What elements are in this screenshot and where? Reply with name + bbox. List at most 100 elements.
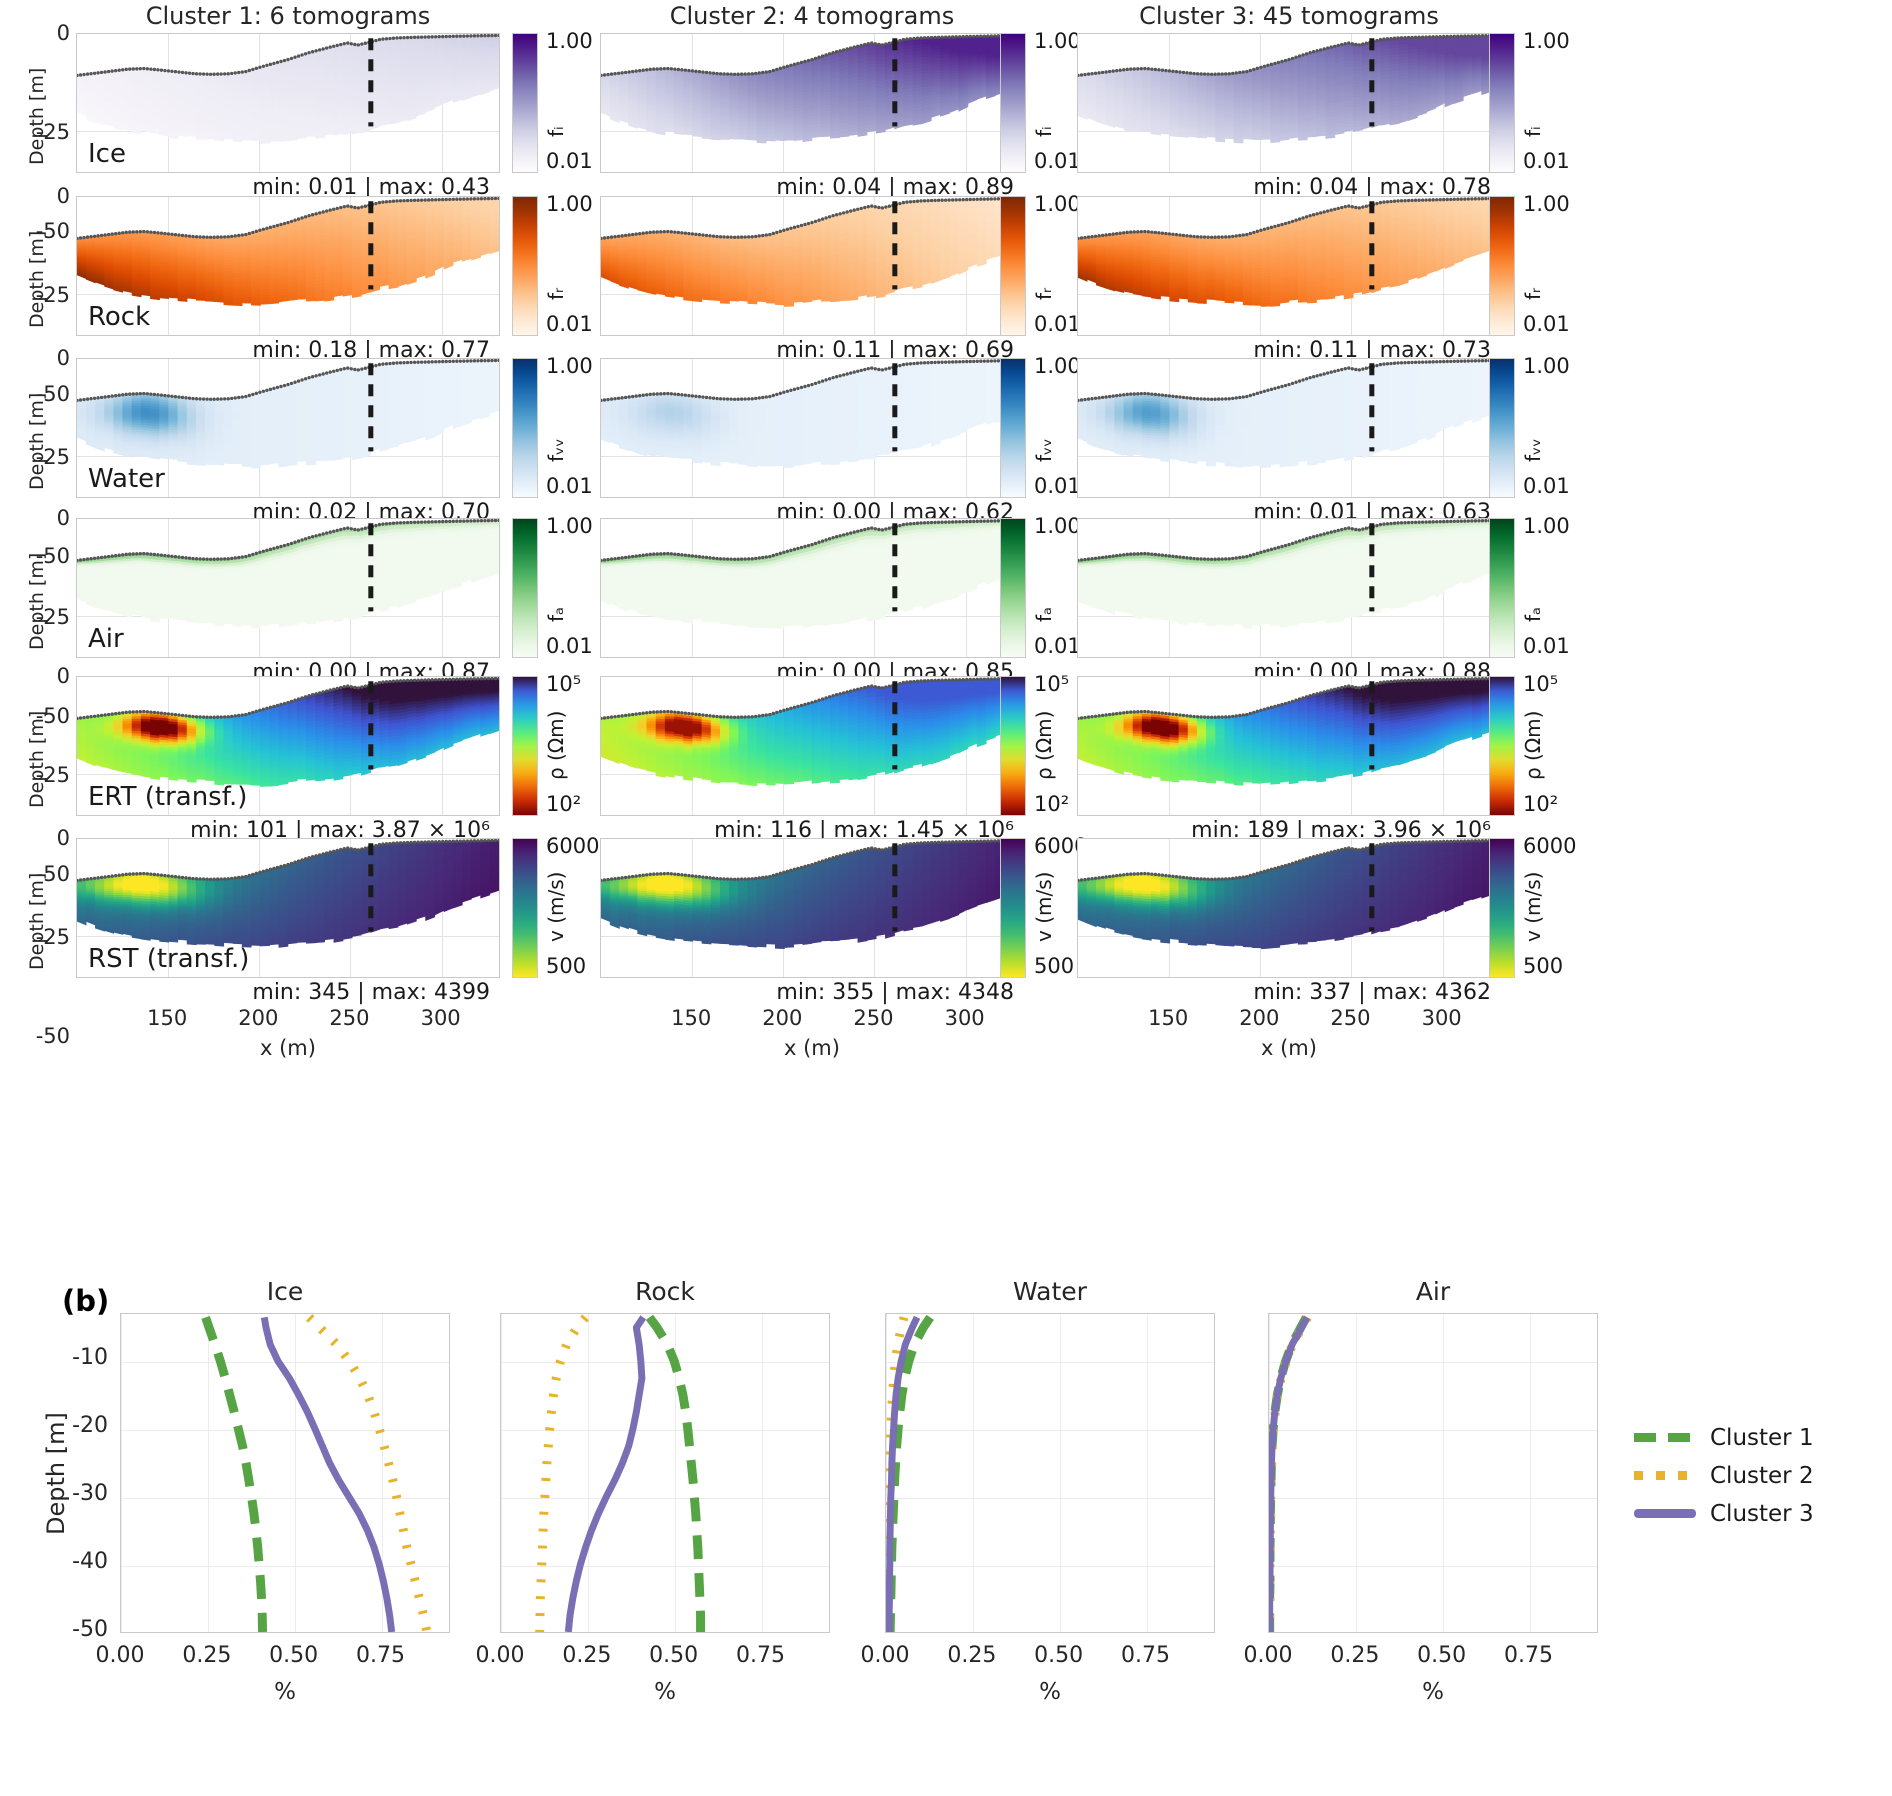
gridline-v	[886, 1314, 887, 1632]
tomogram-image	[601, 677, 1023, 815]
colorbar-min-label-r6c1: 500	[546, 954, 586, 978]
x-tick-1-col1: 200	[218, 1006, 298, 1030]
colorbar-min-label-r4c1: 0.01	[546, 634, 593, 658]
colorbar-r6c1	[512, 838, 538, 978]
panel-b-x-tick-1-sub1: 0.25	[159, 1643, 255, 1668]
colorbar-max-label-r5c3: 10⁵	[1523, 672, 1558, 696]
colorbar-axis-label-r6c3: v (m/s)	[1521, 872, 1545, 942]
tomogram-axes-r1c1	[76, 33, 500, 173]
panel-b-x-axis-label-sub1: %	[120, 1679, 450, 1705]
gridline-v	[761, 1314, 763, 1632]
profile-axes-1	[120, 1313, 450, 1633]
gridline-v	[121, 1314, 122, 1632]
legend-item-3[interactable]: Cluster 3	[1634, 1495, 1814, 1533]
subplot-title-3: Water	[885, 1277, 1215, 1306]
y-tick-0-row6: 0	[14, 826, 70, 850]
colorbar-min-label-r3c3: 0.01	[1523, 474, 1570, 498]
colorbar-max-label-r6c3: 6000	[1523, 834, 1576, 858]
gridline-v	[1146, 1314, 1148, 1632]
y-tick-1-row5: -25	[14, 763, 70, 787]
tomogram-image	[1078, 197, 1500, 335]
tomogram-axes-r3c2	[600, 358, 1024, 498]
row-label-2: Rock	[88, 302, 150, 1238]
borehole-marker	[368, 201, 374, 290]
legend-item-2[interactable]: Cluster 2	[1634, 1457, 1814, 1495]
profile-axes-2	[500, 1313, 830, 1633]
minmax-label-r6c1: min: 345 | max: 4399	[76, 980, 490, 1236]
panel-b-x-tick-3-sub4: 0.75	[1481, 1643, 1577, 1668]
tomogram-image	[1078, 359, 1500, 497]
tomogram-axes-r6c3	[1077, 838, 1501, 978]
tomogram-image	[77, 34, 499, 172]
tomogram-axes-r5c3	[1077, 676, 1501, 816]
subplot-title-2: Rock	[500, 1277, 830, 1306]
x-tick-1-col3: 200	[1219, 1006, 1299, 1030]
colorbar-axis-label-r3c3: fᵥᵥ	[1521, 438, 1545, 462]
tomogram-axes-r6c2	[600, 838, 1024, 978]
gridline-h	[121, 1361, 449, 1363]
colorbar-min-label-r6c3: 500	[1523, 954, 1563, 978]
borehole-marker	[368, 38, 374, 127]
tomogram-axes-r2c2	[600, 196, 1024, 336]
profile-axes-4	[1268, 1313, 1598, 1633]
y-tick-2-row2: -50	[14, 382, 70, 406]
y-tick-0-row3: 0	[14, 346, 70, 370]
panel-b-y-tick-4: -50	[30, 1617, 108, 1642]
gridline-h	[121, 1497, 449, 1499]
colorbar-axis-label-r3c1: fᵥᵥ	[544, 438, 568, 462]
gridline-v	[381, 1314, 383, 1632]
panel-b-x-tick-2-sub4: 0.50	[1394, 1643, 1490, 1668]
panel-b-x-tick-1-sub2: 0.25	[539, 1643, 635, 1668]
colorbar-r6c2	[1000, 838, 1026, 978]
panel-b-legend: Cluster 1 Cluster 2 Cluster 3	[1634, 1419, 1814, 1533]
colorbar-min-label-r6c2: 500	[1034, 954, 1074, 978]
colorbar-max-label-r2c2: 1.00	[1034, 192, 1081, 216]
y-tick-1-row4: -25	[14, 605, 70, 629]
panel-b-x-tick-3-sub2: 0.75	[713, 1643, 809, 1668]
panel-b-x-tick-0-sub4: 0.00	[1220, 1643, 1316, 1668]
panel-b-x-tick-3-sub3: 0.75	[1098, 1643, 1194, 1668]
colorbar-r5c3	[1489, 676, 1515, 816]
panel-b-x-axis-label-sub3: %	[885, 1679, 1215, 1705]
gridline-v	[1529, 1314, 1531, 1632]
gridline-h	[501, 1497, 829, 1499]
minmax-label-r6c3: min: 337 | max: 4362	[1077, 980, 1491, 1236]
gridline-v	[1059, 1314, 1061, 1632]
row-label-1: Ice	[88, 139, 126, 1238]
borehole-marker	[892, 363, 898, 452]
x-tick-0-col3: 150	[1128, 1006, 1208, 1030]
series-3	[564, 1315, 647, 1632]
panel-b-x-tick-2-sub3: 0.50	[1011, 1643, 1107, 1668]
panel-b-x-tick-1-sub3: 0.25	[924, 1643, 1020, 1668]
minmax-label-r1c1: min: 0.01 | max: 0.43	[76, 175, 490, 1236]
colorbar-min-label-r1c3: 0.01	[1523, 149, 1570, 173]
legend-label-1: Cluster 1	[1710, 1425, 1814, 1451]
column-title-2: Cluster 2: 4 tomograms	[600, 2, 1024, 30]
tomogram-image	[77, 359, 499, 497]
profile-curves	[535, 1314, 706, 1632]
legend-item-1[interactable]: Cluster 1	[1634, 1419, 1814, 1457]
legend-swatch-3	[1634, 1509, 1696, 1519]
colorbar-r1c3	[1489, 33, 1515, 173]
panel-b-x-tick-0-sub1: 0.00	[72, 1643, 168, 1668]
colorbar-axis-label-r2c3: fᵣ	[1521, 288, 1545, 300]
panel-b-y-tick-0: -10	[30, 1345, 108, 1370]
colorbar-axis-label-r4c1: fₐ	[544, 607, 568, 622]
colorbar-max-label-r3c3: 1.00	[1523, 354, 1570, 378]
colorbar-min-label-r4c2: 0.01	[1034, 634, 1081, 658]
panel-b-x-tick-0-sub3: 0.00	[837, 1643, 933, 1668]
y-axis-label-row5: Depth [m]	[26, 711, 48, 808]
colorbar-r4c2	[1000, 518, 1026, 658]
tomogram-axes-r4c1	[76, 518, 500, 658]
colorbar-r3c2	[1000, 358, 1026, 498]
borehole-marker	[892, 523, 898, 612]
column-title-3: Cluster 3: 45 tomograms	[1077, 2, 1501, 30]
colorbar-min-label-r5c3: 10²	[1523, 792, 1558, 816]
series-1	[645, 1314, 706, 1632]
y-axis-label-row6: Depth [m]	[26, 873, 48, 970]
x-axis-label-col3: x (m)	[1077, 1036, 1501, 1060]
tomogram-image	[77, 197, 499, 335]
colorbar-axis-label-r5c2: ρ (Ωm)	[1032, 711, 1056, 780]
borehole-marker	[1369, 38, 1375, 127]
series-3	[886, 1315, 921, 1632]
